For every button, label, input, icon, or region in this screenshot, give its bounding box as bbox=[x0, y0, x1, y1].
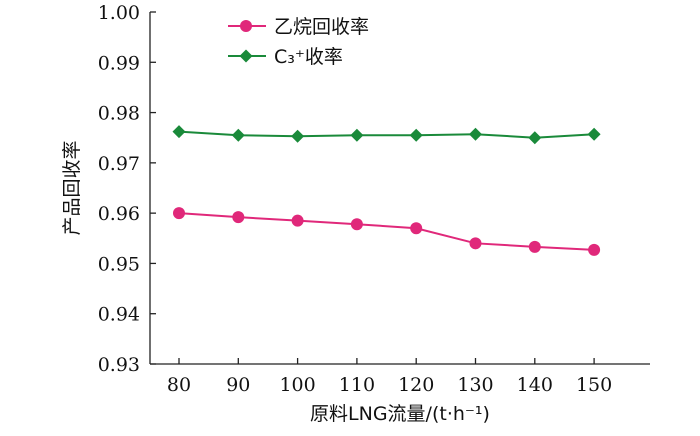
y-axis-ticks: 0.93 0.94 0.95 0.96 0.97 0.98 0.99 1.00 bbox=[98, 2, 156, 376]
legend-item: 乙烷回收率 bbox=[228, 16, 369, 38]
x-tick-label: 90 bbox=[226, 374, 250, 396]
series-2 bbox=[172, 125, 601, 145]
x-tick-label: 100 bbox=[279, 374, 315, 396]
legend-label: C₃⁺收率 bbox=[274, 46, 343, 68]
x-tick-label: 120 bbox=[398, 374, 434, 396]
series-line bbox=[178, 130, 595, 139]
x-tick-label: 80 bbox=[167, 374, 191, 396]
y-tick-label: 0.98 bbox=[98, 103, 140, 125]
data-point bbox=[172, 125, 186, 139]
legend-marker bbox=[240, 20, 252, 32]
y-tick-label: 0.96 bbox=[98, 203, 140, 225]
y-tick-label: 0.94 bbox=[98, 304, 140, 326]
legend-marker bbox=[239, 49, 253, 63]
data-point bbox=[350, 128, 364, 142]
data-point bbox=[588, 243, 601, 256]
legend-item: C₃⁺收率 bbox=[228, 46, 343, 68]
data-point bbox=[232, 211, 245, 224]
y-tick-label: 1.00 bbox=[98, 2, 140, 24]
series-line bbox=[178, 212, 595, 251]
data-point bbox=[469, 237, 482, 250]
y-tick-label: 0.93 bbox=[98, 354, 140, 376]
y-tick-label: 0.97 bbox=[98, 153, 140, 175]
y-axis-label: 产品回收率 bbox=[61, 140, 83, 235]
x-tick-label: 150 bbox=[576, 374, 612, 396]
data-point bbox=[291, 129, 305, 143]
x-axis-label: 原料LNG流量/(t·h⁻¹) bbox=[310, 403, 490, 425]
series-1 bbox=[173, 207, 601, 256]
x-tick-label: 130 bbox=[457, 374, 493, 396]
y-tick-label: 0.99 bbox=[98, 52, 140, 74]
data-point bbox=[410, 222, 423, 235]
data-point bbox=[231, 128, 245, 142]
legend: 乙烷回收率 C₃⁺收率 bbox=[228, 16, 369, 68]
plot-area: 0.93 0.94 0.95 0.96 0.97 0.98 0.99 1.00 80 90 100… bbox=[98, 2, 650, 396]
data-point bbox=[528, 131, 542, 145]
legend-label: 乙烷回收率 bbox=[274, 16, 369, 38]
data-point bbox=[291, 214, 304, 227]
x-tick-label: 140 bbox=[517, 374, 553, 396]
y-tick-label: 0.95 bbox=[98, 253, 140, 275]
data-point bbox=[409, 128, 423, 142]
data-point bbox=[173, 207, 185, 220]
x-axis-ticks: 80 90 100 110 120 130 140 150 bbox=[167, 358, 612, 396]
series-layer bbox=[172, 125, 601, 256]
x-tick-label: 110 bbox=[339, 374, 375, 396]
data-point bbox=[528, 240, 541, 253]
data-point bbox=[469, 127, 482, 141]
data-point bbox=[587, 127, 601, 141]
data-point bbox=[350, 218, 363, 231]
